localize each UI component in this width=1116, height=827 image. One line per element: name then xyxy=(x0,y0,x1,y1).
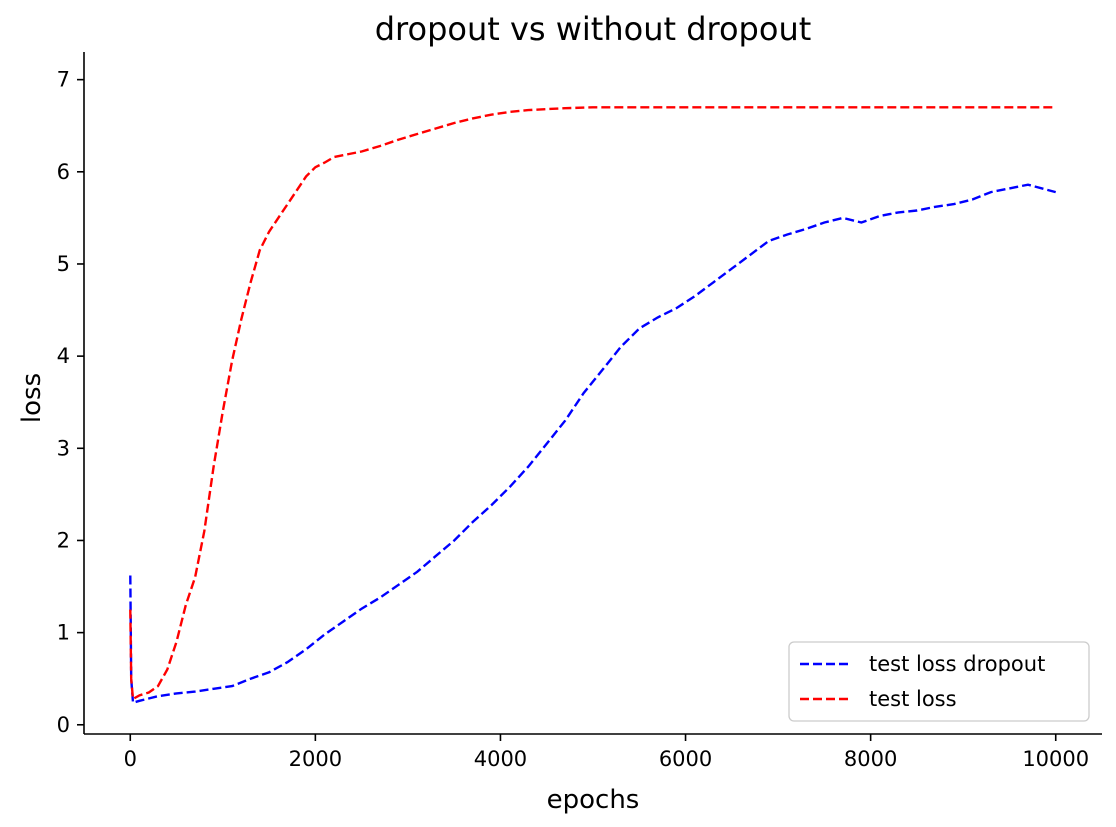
y-tick-label: 7 xyxy=(57,68,70,92)
plot-lines xyxy=(129,106,1057,705)
legend: test loss dropout test loss xyxy=(788,641,1090,722)
x-axis-label: epochs xyxy=(547,785,640,815)
legend-label-0: test loss dropout xyxy=(869,652,1045,676)
y-tick-label: 1 xyxy=(57,621,70,645)
x-tick-label: 8000 xyxy=(844,747,897,771)
x-tick-label: 0 xyxy=(124,747,137,771)
y-tick-label: 5 xyxy=(57,252,70,276)
y-ticks: 0 1 2 3 4 5 6 7 xyxy=(57,68,84,737)
series-line-0 xyxy=(129,183,1057,705)
x-tick-label: 6000 xyxy=(659,747,712,771)
x-tick-label: 4000 xyxy=(474,747,527,771)
y-tick-label: 6 xyxy=(57,160,70,184)
y-axis-label: loss xyxy=(17,373,47,423)
legend-label-1: test loss xyxy=(869,687,957,711)
y-tick-label: 3 xyxy=(57,436,70,460)
x-tick-label: 10000 xyxy=(1022,747,1089,771)
chart-title: dropout vs without dropout xyxy=(375,10,812,48)
y-tick-label: 0 xyxy=(57,713,70,737)
y-tick-label: 2 xyxy=(57,528,70,552)
y-tick-label: 4 xyxy=(57,344,70,368)
legend-box xyxy=(788,641,1090,722)
x-ticks: 0 2000 4000 6000 8000 10000 xyxy=(124,734,1089,771)
series-line-1 xyxy=(129,106,1056,701)
x-tick-label: 2000 xyxy=(289,747,342,771)
